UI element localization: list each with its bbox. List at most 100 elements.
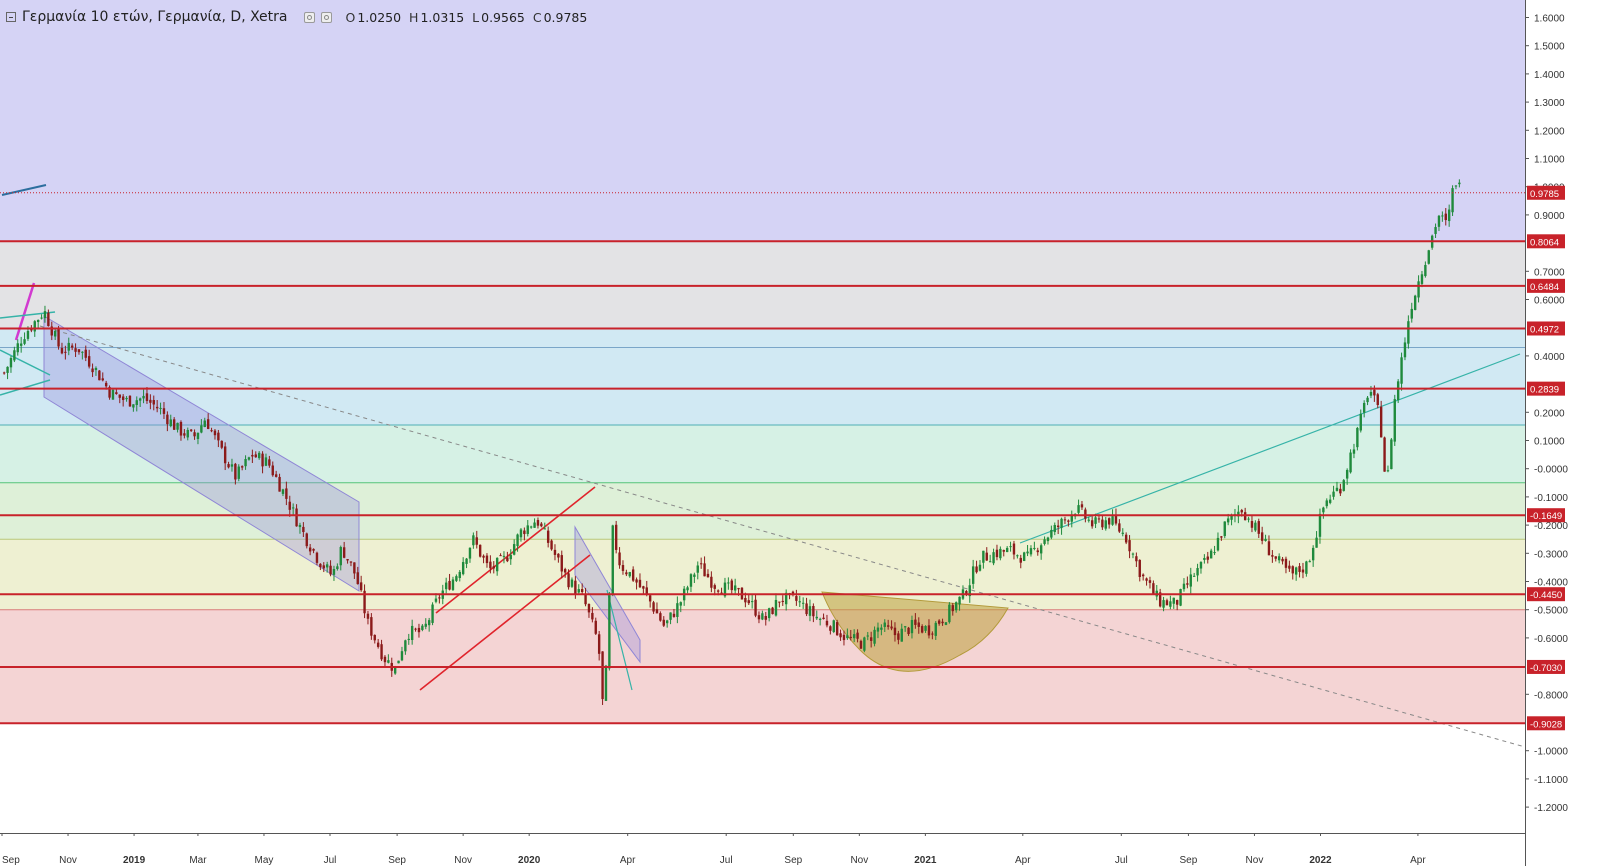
candle-body[interactable] xyxy=(1386,470,1390,472)
candle-body[interactable] xyxy=(560,555,563,572)
candle-body[interactable] xyxy=(261,453,264,467)
candle-body[interactable] xyxy=(455,576,458,581)
candle-body[interactable] xyxy=(325,564,329,568)
candle-body[interactable] xyxy=(193,432,196,437)
candle-body[interactable] xyxy=(271,465,274,476)
candle-body[interactable] xyxy=(618,552,621,566)
candle-body[interactable] xyxy=(975,566,978,573)
candle-body[interactable] xyxy=(982,550,985,563)
candle-body[interactable] xyxy=(886,625,890,627)
candle-body[interactable] xyxy=(1359,413,1362,431)
candle-body[interactable] xyxy=(846,635,849,639)
candle-body[interactable] xyxy=(227,464,230,468)
candle-body[interactable] xyxy=(1179,589,1182,606)
candle-body[interactable] xyxy=(217,432,220,441)
candle-body[interactable] xyxy=(1264,538,1267,541)
long-trendline[interactable] xyxy=(39,325,1526,748)
candle-body[interactable] xyxy=(203,420,206,427)
candle-body[interactable] xyxy=(98,370,101,381)
candle-body[interactable] xyxy=(529,526,533,528)
candle-body[interactable] xyxy=(965,591,968,595)
candle-body[interactable] xyxy=(859,640,863,649)
short-trendline[interactable] xyxy=(0,379,51,396)
candle-body[interactable] xyxy=(1138,560,1141,577)
candle-body[interactable] xyxy=(417,627,421,633)
candle-body[interactable] xyxy=(1213,552,1216,554)
candle-body[interactable] xyxy=(1315,537,1318,548)
visibility-icon[interactable] xyxy=(303,11,315,23)
candle-body[interactable] xyxy=(322,565,325,569)
candle-body[interactable] xyxy=(910,619,914,634)
candle-body[interactable] xyxy=(733,585,737,591)
candle-body[interactable] xyxy=(1281,558,1284,562)
candle-body[interactable] xyxy=(373,634,376,641)
candle-body[interactable] xyxy=(750,601,754,603)
candle-body[interactable] xyxy=(431,604,434,623)
candle-body[interactable] xyxy=(1373,389,1376,396)
candle-body[interactable] xyxy=(448,580,451,590)
candle-body[interactable] xyxy=(958,596,961,605)
candle-body[interactable] xyxy=(699,563,703,565)
candle-body[interactable] xyxy=(1396,381,1400,400)
candle-body[interactable] xyxy=(563,569,567,573)
candle-body[interactable] xyxy=(159,407,162,409)
candle-body[interactable] xyxy=(835,622,839,636)
candle-body[interactable] xyxy=(189,429,193,431)
candle-body[interactable] xyxy=(461,562,465,575)
candle-body[interactable] xyxy=(1033,547,1036,549)
candle-body[interactable] xyxy=(716,590,720,592)
candle-body[interactable] xyxy=(842,634,846,641)
candle-body[interactable] xyxy=(77,349,81,353)
candle-body[interactable] xyxy=(53,330,57,337)
candle-body[interactable] xyxy=(988,561,992,563)
candle-body[interactable] xyxy=(434,598,438,602)
rounding-bottom-pattern[interactable] xyxy=(821,591,1009,672)
candle-body[interactable] xyxy=(166,414,169,425)
candle-body[interactable] xyxy=(1257,521,1260,534)
candle-body[interactable] xyxy=(1311,547,1315,561)
candle-body[interactable] xyxy=(546,530,550,543)
candle-body[interactable] xyxy=(1186,583,1189,585)
candle-body[interactable] xyxy=(346,559,349,561)
candle-body[interactable] xyxy=(186,429,189,438)
candle-body[interactable] xyxy=(26,330,30,339)
candle-body[interactable] xyxy=(1383,437,1386,472)
candle-body[interactable] xyxy=(540,523,543,527)
candle-body[interactable] xyxy=(1294,567,1298,575)
candle-body[interactable] xyxy=(866,635,869,637)
candle-body[interactable] xyxy=(597,634,601,654)
candle-body[interactable] xyxy=(523,530,526,535)
candle-body[interactable] xyxy=(1053,524,1056,533)
candle-body[interactable] xyxy=(720,592,723,594)
candle-body[interactable] xyxy=(1420,274,1424,284)
candle-body[interactable] xyxy=(1158,592,1162,607)
candle-body[interactable] xyxy=(591,612,594,620)
candle-body[interactable] xyxy=(145,393,149,401)
candle-body[interactable] xyxy=(822,617,825,620)
candle-body[interactable] xyxy=(502,555,506,557)
candle-body[interactable] xyxy=(220,440,223,448)
candle-body[interactable] xyxy=(305,533,308,547)
candle-body[interactable] xyxy=(672,613,676,617)
candle-body[interactable] xyxy=(1362,402,1366,413)
candle-body[interactable] xyxy=(1413,295,1417,310)
candle-body[interactable] xyxy=(995,549,999,558)
candle-body[interactable] xyxy=(737,588,740,590)
candle-body[interactable] xyxy=(914,619,917,625)
candle-body[interactable] xyxy=(237,466,240,479)
candle-body[interactable] xyxy=(944,622,948,625)
candle-body[interactable] xyxy=(754,599,757,616)
candle-body[interactable] xyxy=(475,537,478,545)
candle-body[interactable] xyxy=(1192,575,1196,577)
candle-body[interactable] xyxy=(387,660,390,663)
short-trendline[interactable] xyxy=(1,184,47,196)
candle-body[interactable] xyxy=(1131,553,1135,555)
candle-body[interactable] xyxy=(142,395,145,399)
candle-body[interactable] xyxy=(570,579,574,587)
candle-body[interactable] xyxy=(176,422,179,430)
candle-body[interactable] xyxy=(1254,522,1257,531)
candle-body[interactable] xyxy=(876,627,880,632)
candle-body[interactable] xyxy=(1335,487,1339,491)
candle-body[interactable] xyxy=(444,582,448,590)
candle-body[interactable] xyxy=(849,636,852,638)
